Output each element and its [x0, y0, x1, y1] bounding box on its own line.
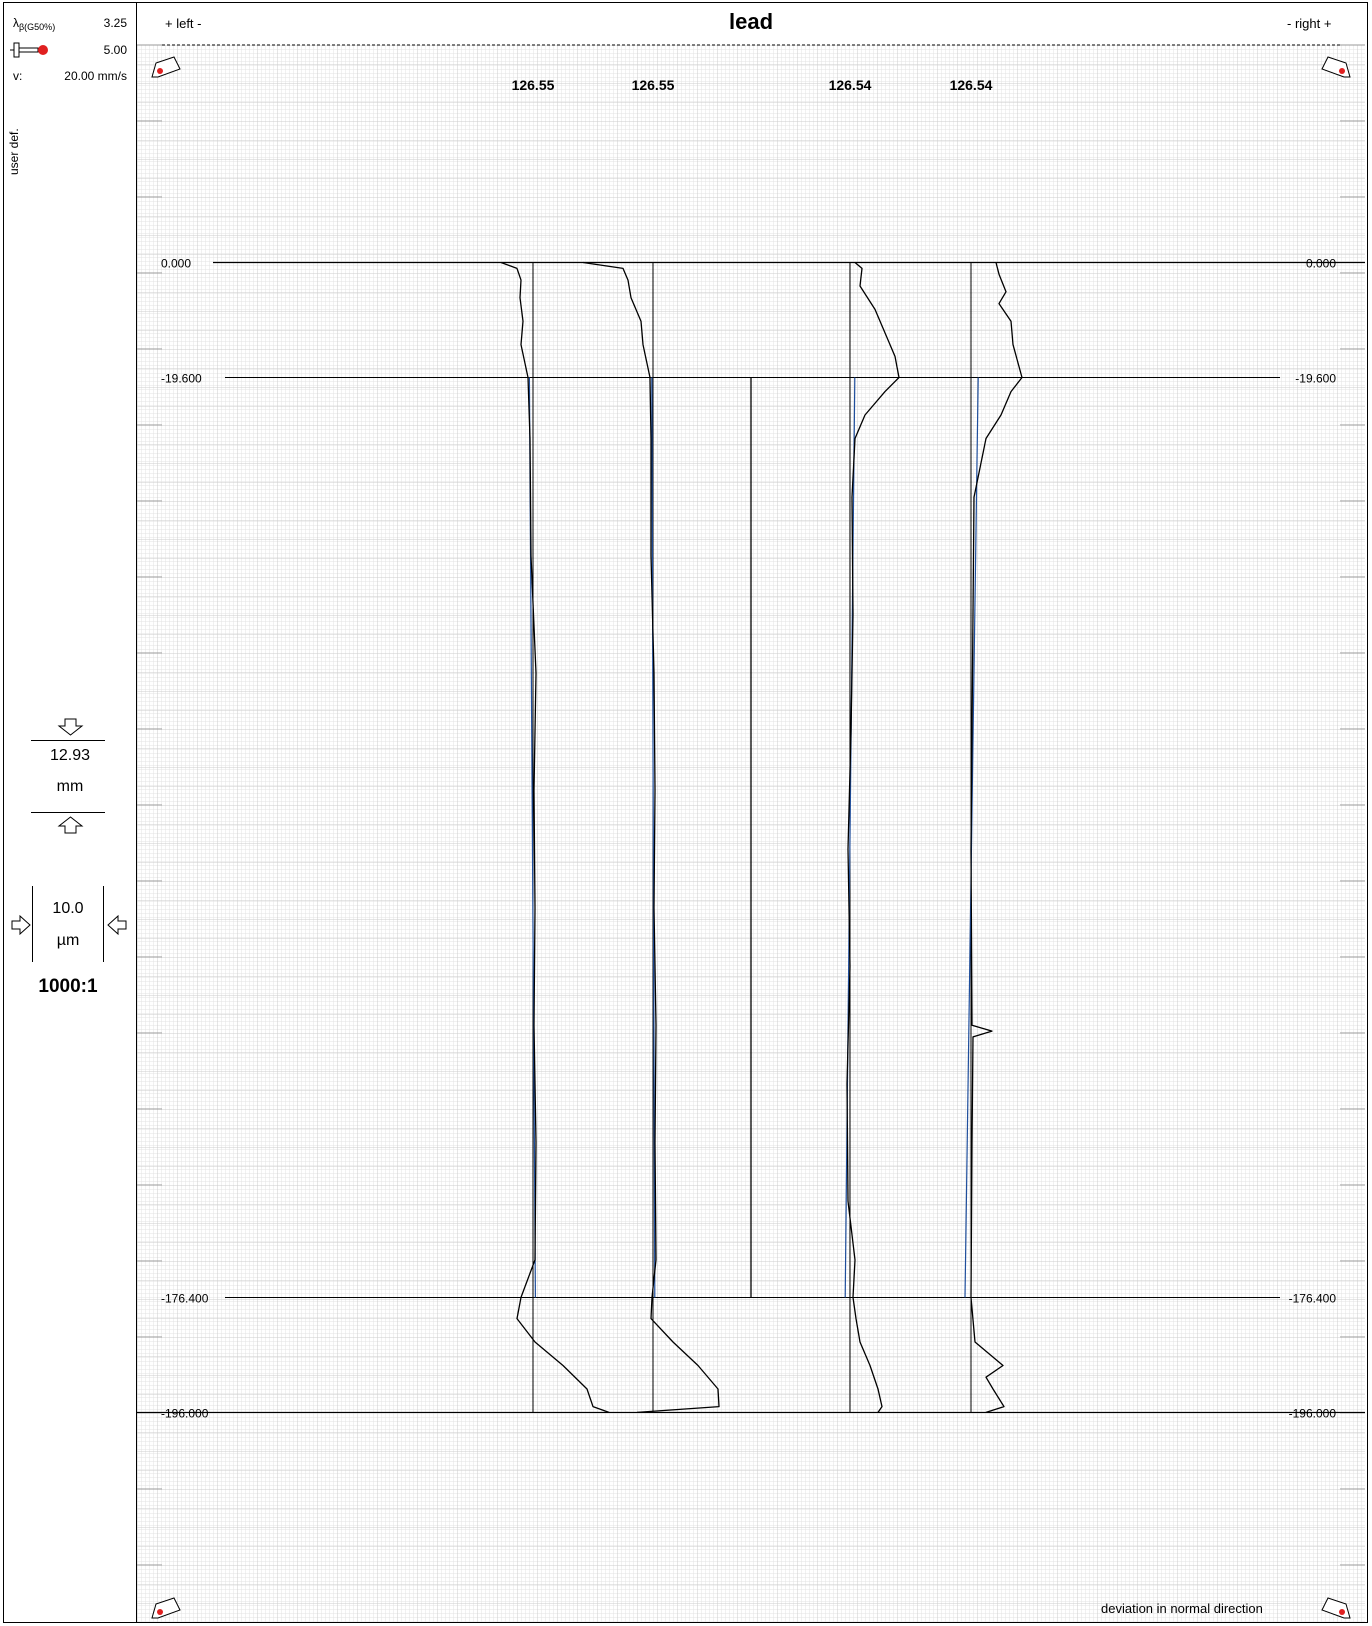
profile-trace [846, 262, 900, 1413]
right-arrow-icon [11, 914, 31, 936]
lambda-value: 3.25 [103, 16, 127, 30]
series-4: 126.54 [950, 77, 1023, 1414]
parameter-sidebar: λβ(G50%) 3.25 5.00 v: 20.00 mm/s user de… [3, 2, 137, 1623]
right-flank-label: - right + [1287, 16, 1332, 31]
scale-bar-bottom [31, 812, 105, 813]
reference-label-right: -196.000 [1289, 1406, 1337, 1420]
left-arrow-icon [107, 914, 127, 936]
profile-trace [582, 261, 720, 1414]
series-value-label: 126.55 [512, 77, 555, 93]
corner-icons [151, 56, 1351, 1619]
corner-icon-bottom-left [151, 1597, 181, 1619]
corner-icon-bottom-right [1321, 1597, 1351, 1619]
reference-label-right: 0.000 [1306, 257, 1336, 271]
scale-bar-left [32, 886, 33, 962]
horizontal-scale-value: 10.0 [52, 900, 84, 917]
speed-label: v: [13, 69, 23, 83]
reference-label-right: -19.600 [1295, 371, 1336, 385]
series-value-label: 126.55 [632, 77, 675, 93]
chart-frame [3, 2, 1368, 1623]
series-3: 126.54 [829, 77, 900, 1413]
probe-value: 5.00 [103, 43, 127, 57]
lambda-label: λβ(G50%) [13, 16, 56, 32]
series-value-label: 126.54 [829, 77, 872, 93]
reference-label-left: -176.400 [161, 1291, 209, 1305]
reference-label-left: -196.000 [161, 1406, 209, 1420]
probe-icon [10, 42, 48, 58]
series-1: 126.55 [500, 77, 610, 1414]
probe-dot [1339, 1609, 1345, 1615]
horizontal-scale-unit: µm [56, 932, 80, 949]
vertical-scale-value: 12.93 [49, 747, 91, 764]
reference-label-right: -176.400 [1289, 1291, 1337, 1305]
scale-bar-right [103, 886, 104, 962]
profile-series: 126.55 126.55 126.54 126.54 [500, 77, 1023, 1414]
reference-label-left: 0.000 [161, 257, 191, 271]
chart-title: lead [728, 9, 774, 34]
axis-note: deviation in normal direction [1101, 1601, 1263, 1616]
fit-line [844, 377, 856, 1298]
scale-bar-top [31, 740, 105, 741]
series-2: 126.55 [582, 77, 720, 1414]
left-flank-label: + left - [165, 16, 202, 31]
probe-dot [157, 1609, 163, 1615]
series-value-label: 126.54 [950, 77, 993, 93]
corner-icon-top-left [151, 56, 181, 78]
probe-dot [1339, 68, 1345, 74]
up-arrow-icon [57, 816, 84, 834]
down-arrow-icon [57, 718, 84, 736]
y-ticks-right [1340, 44, 1365, 1566]
speed-value: 20.00 mm/s [64, 69, 127, 83]
fit-line [651, 377, 656, 1298]
probe-dot [157, 68, 163, 74]
magnification-label: 1000:1 [38, 976, 98, 997]
profile-trace [500, 261, 610, 1414]
profile-trace [970, 262, 1023, 1414]
corner-icon-top-right [1321, 56, 1351, 78]
reference-lines: 0.000 0.000 -19.600 -19.600 -176.400 -176.400… [137, 257, 1365, 1420]
reference-label-left: -19.600 [161, 371, 202, 385]
y-ticks-left [137, 44, 162, 1566]
vertical-scale-unit: mm [56, 778, 84, 795]
